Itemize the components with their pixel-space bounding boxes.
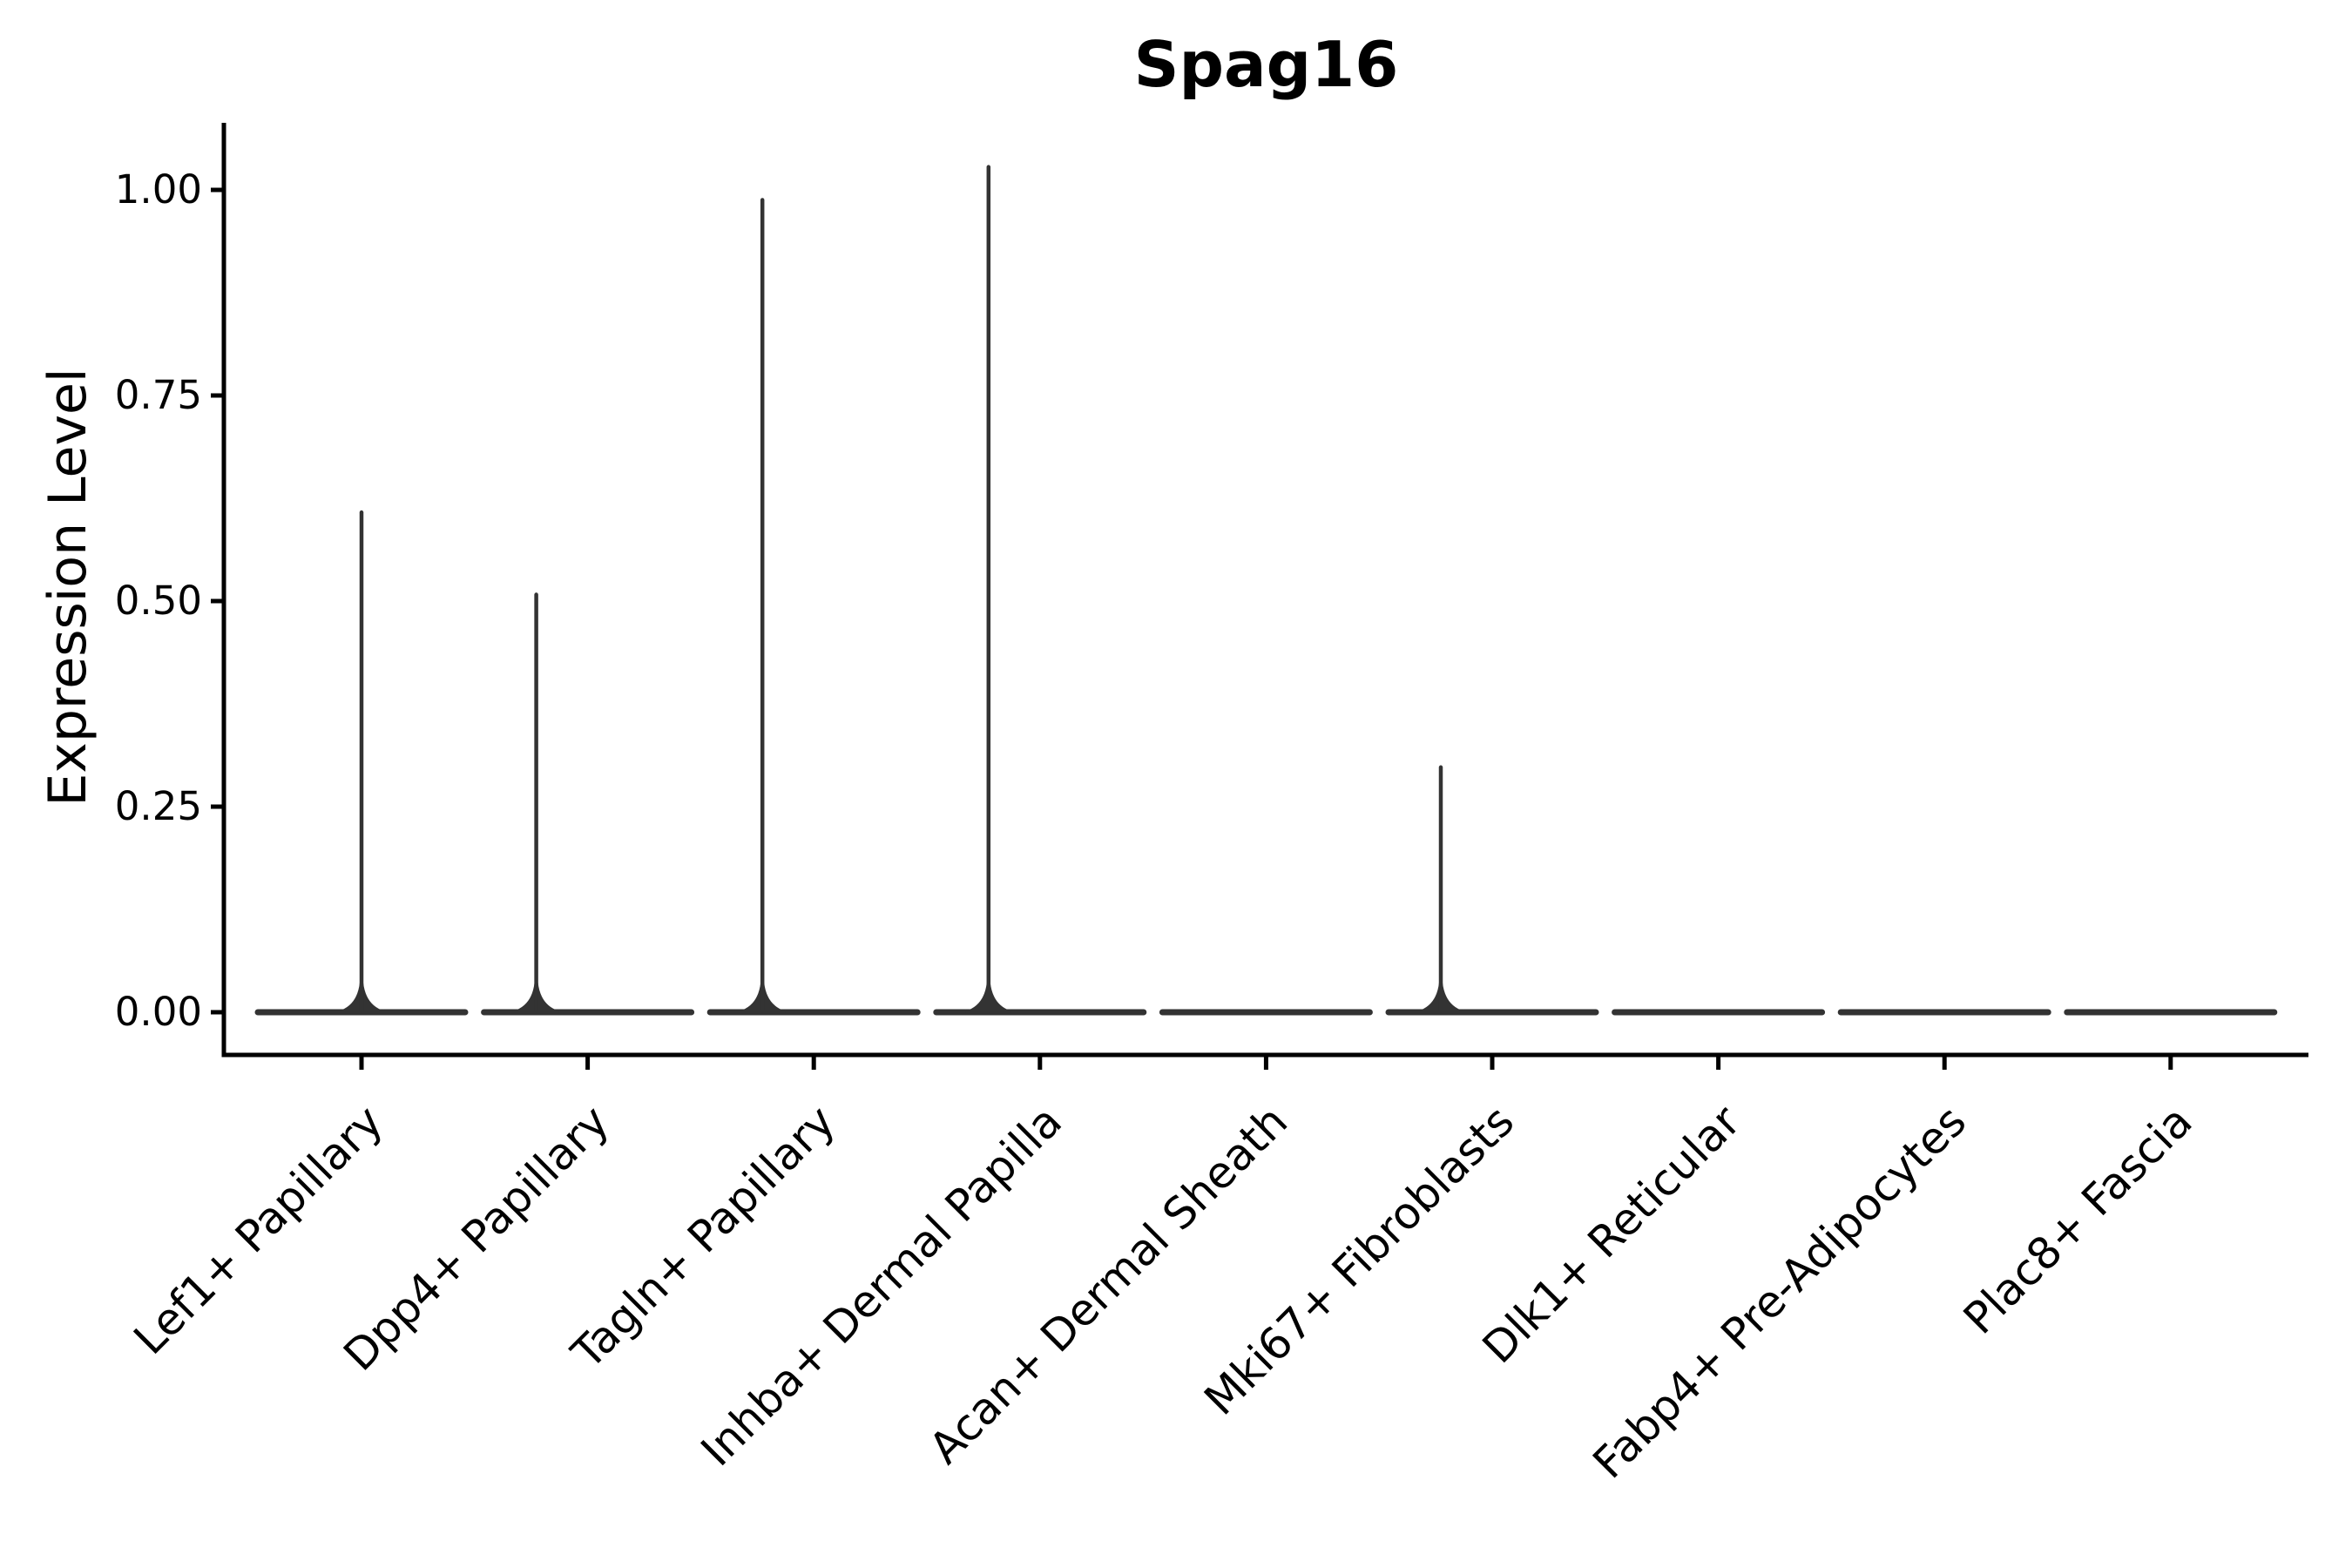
y-tick-label: 1.00 bbox=[114, 166, 202, 213]
y-tick-label: 0.00 bbox=[114, 989, 202, 1035]
y-tick-label: 0.75 bbox=[114, 372, 202, 418]
chart-title: Spag16 bbox=[1133, 28, 1399, 101]
y-tick-label: 0.25 bbox=[114, 783, 202, 829]
y-tick-label: 0.50 bbox=[114, 578, 202, 624]
